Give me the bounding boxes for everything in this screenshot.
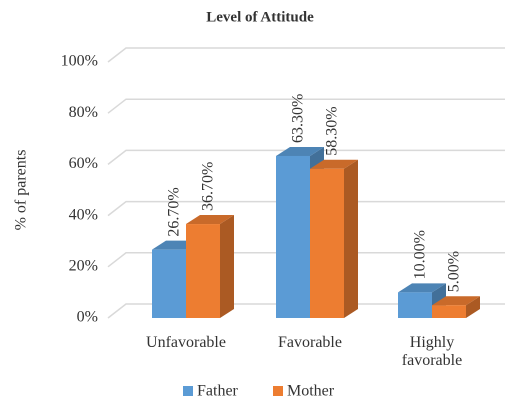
legend-label: Mother (287, 383, 335, 400)
bar (186, 224, 220, 318)
data-label: 26.70% (166, 187, 183, 236)
bar-top (398, 283, 446, 293)
x-tick-label: Unfavorable (146, 334, 226, 351)
grid-line (107, 200, 505, 217)
chart-title: Level of Attitude (206, 9, 314, 25)
y-tick-label: 40% (69, 206, 98, 223)
y-axis-label: % of parents (13, 150, 30, 231)
bar (310, 168, 344, 318)
y-tick-label: 0% (77, 309, 98, 326)
data-label: 10.00% (412, 230, 429, 279)
bar (398, 292, 432, 318)
x-tick-label: Highly favorable (401, 334, 463, 369)
legend-label: Father (197, 383, 239, 400)
data-label: 5.00% (446, 251, 463, 292)
bar-top (186, 215, 234, 225)
bar-side (344, 159, 358, 318)
bar-top (432, 296, 480, 306)
bar-side (466, 296, 480, 318)
legend-swatch (183, 386, 193, 396)
grid-line (107, 149, 505, 165)
y-tick-label: 100% (61, 53, 98, 70)
grid-line (107, 303, 505, 319)
bar (432, 305, 466, 318)
grid-line (107, 98, 505, 114)
y-tick-label: 20% (69, 257, 98, 274)
data-label: 36.70% (200, 162, 217, 211)
bar-top (276, 146, 324, 156)
bar (152, 249, 186, 318)
data-label: 63.30% (290, 94, 307, 143)
bar (276, 155, 310, 318)
grid-line (107, 47, 505, 63)
y-tick-label: 80% (69, 104, 98, 121)
legend-swatch (273, 386, 283, 396)
bar-side (220, 215, 234, 318)
bar-top (310, 159, 358, 169)
data-label: 58.30% (324, 106, 341, 155)
x-tick-label: Favorable (278, 334, 342, 351)
grid-line (107, 252, 505, 268)
y-tick-label: 60% (69, 155, 98, 172)
